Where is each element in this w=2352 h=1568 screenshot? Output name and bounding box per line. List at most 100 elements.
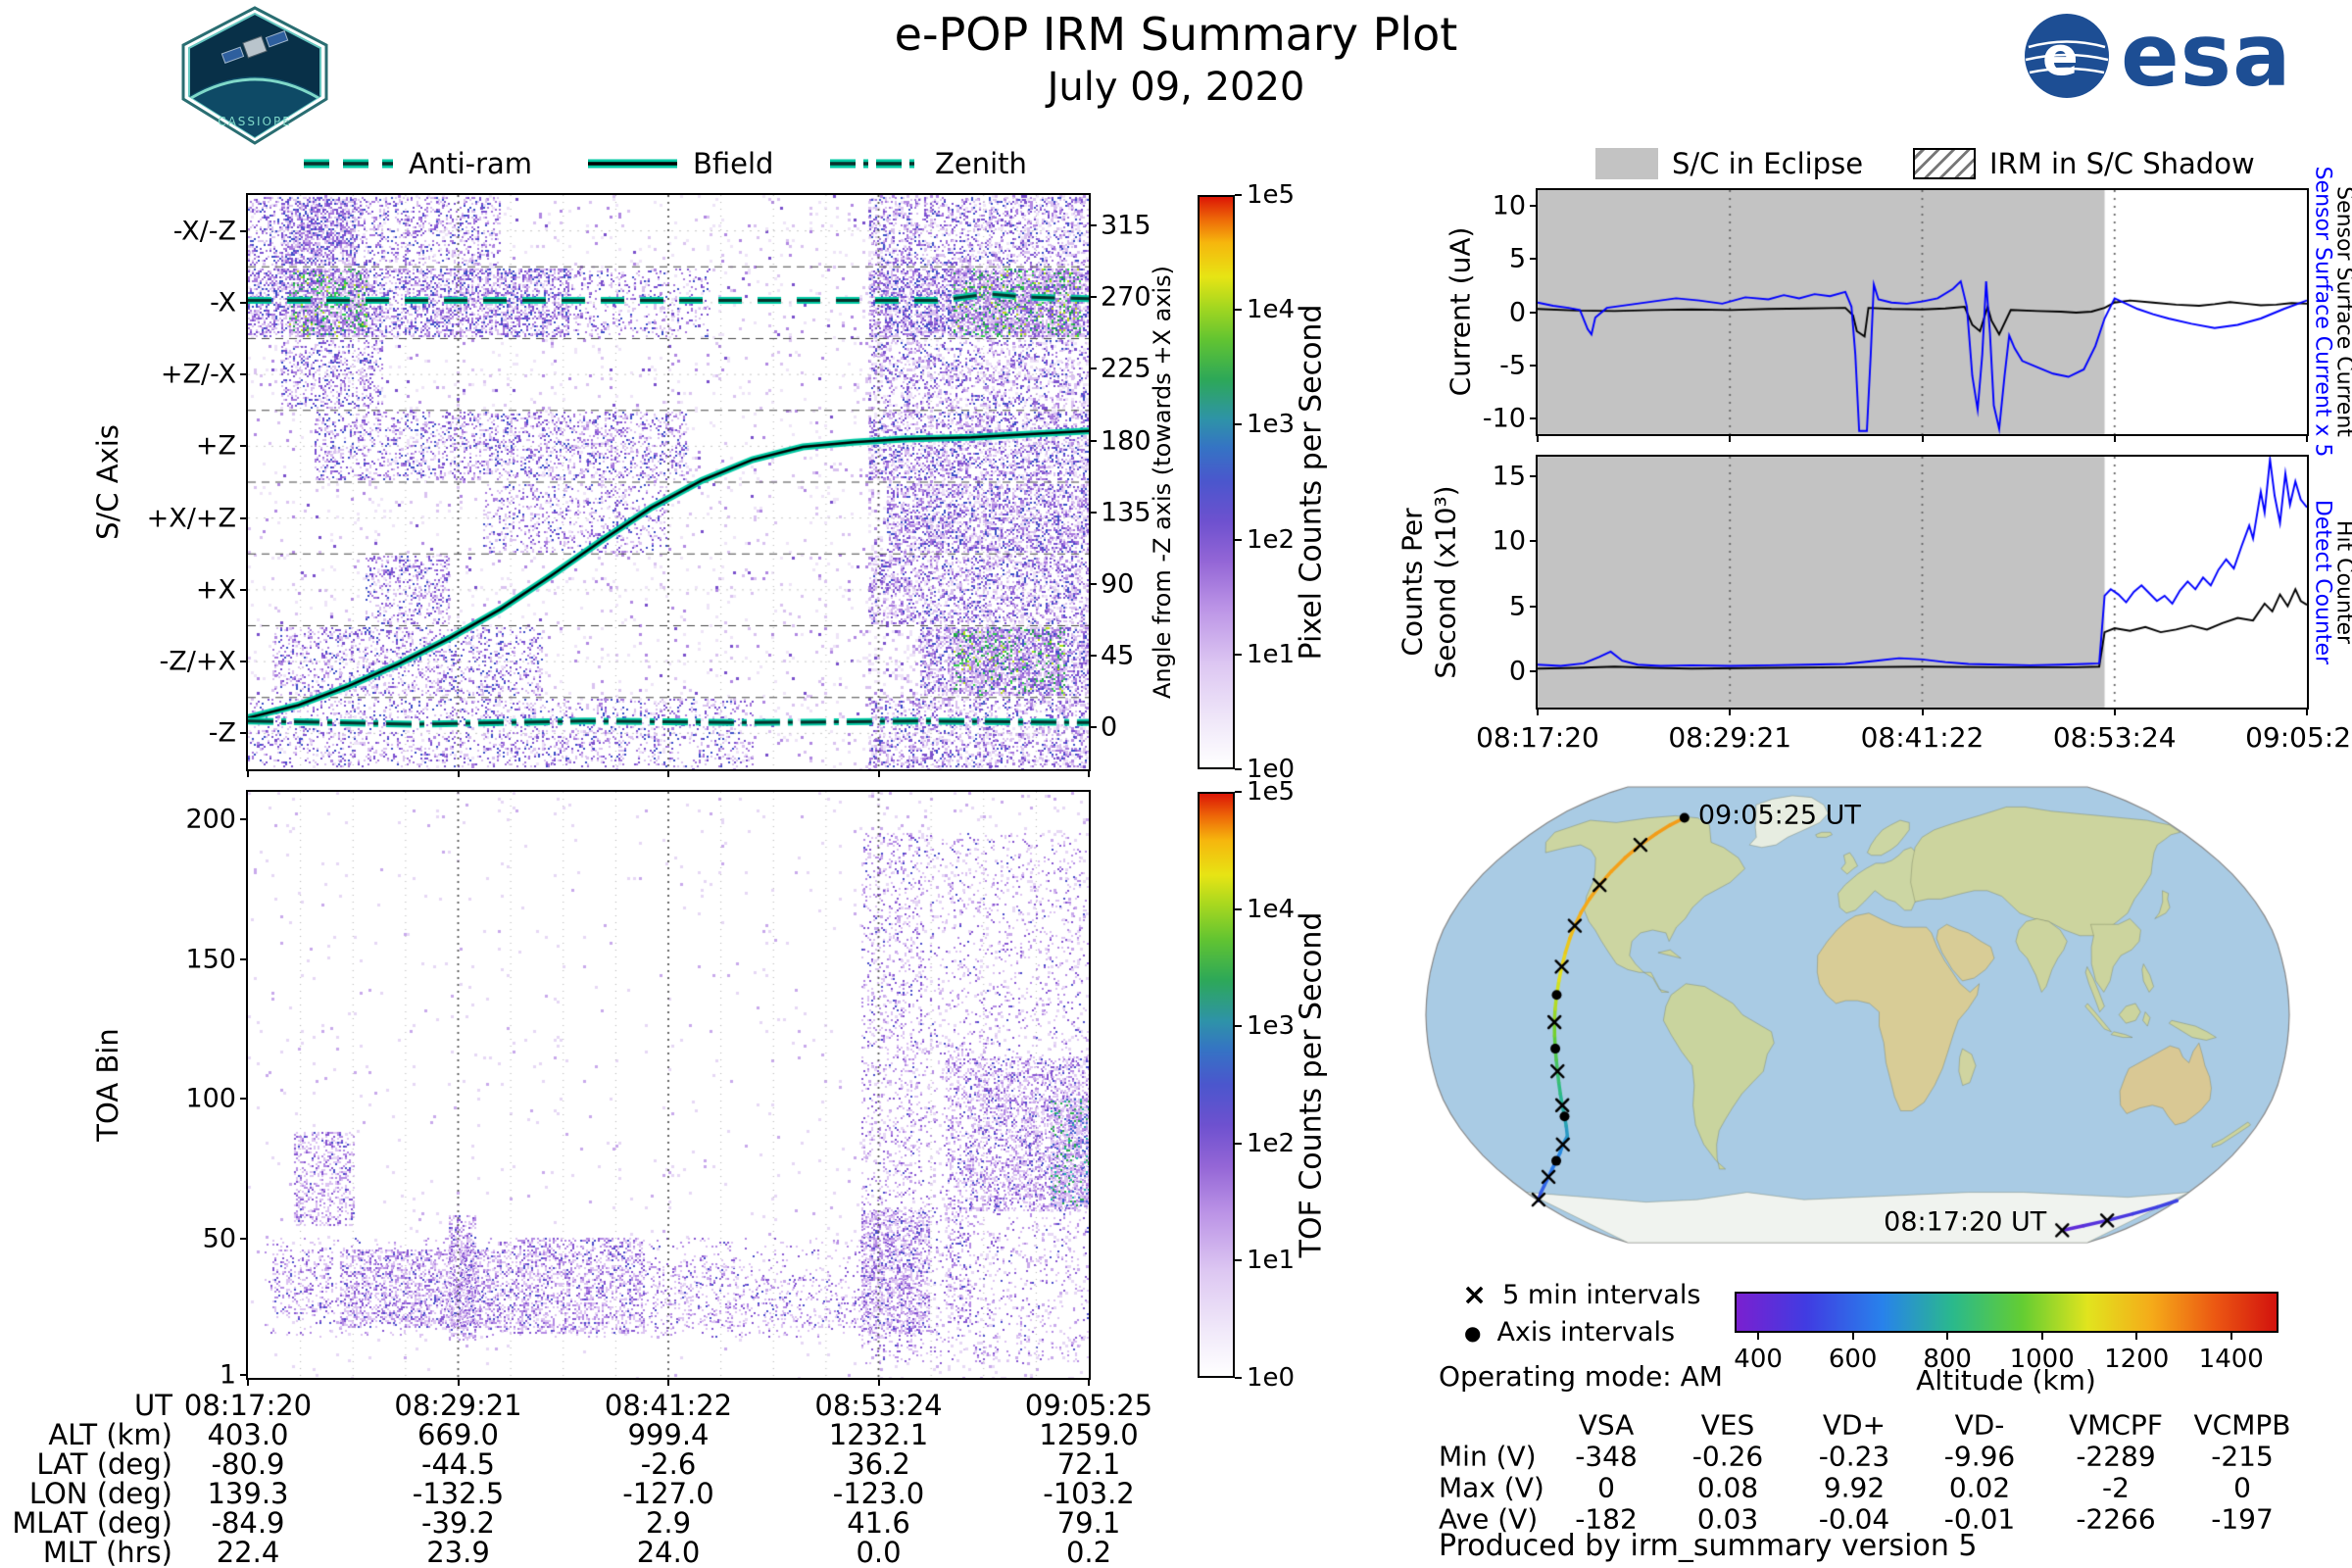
legend-zenith: Zenith — [828, 147, 1027, 180]
altitude-colorbar-label: Altitude (km) — [1916, 1364, 2096, 1396]
ephemeris-cell: 0.0 — [856, 1536, 902, 1568]
legend-zenith-label: Zenith — [935, 147, 1027, 180]
ephemeris-cell: -123.0 — [832, 1477, 925, 1510]
voltage-cell: 0 — [2233, 1471, 2251, 1504]
map-legend-5min-label: 5 min intervals — [1502, 1280, 1701, 1310]
toa-spectrogram-canvas — [248, 792, 1089, 1378]
voltage-column-header: VMCPF — [2069, 1408, 2163, 1442]
time-tick-label: 08:53:24 — [2052, 721, 2177, 754]
altitude-tick-label: 400 — [1734, 1345, 1783, 1374]
tick-mark — [1530, 605, 1538, 608]
tick-mark — [2113, 708, 2116, 715]
colorbar-tick-label: 1e1 — [1247, 1246, 1296, 1276]
sc-axis-category-label: +Z/-X — [160, 359, 236, 390]
tick-mark — [1235, 309, 1242, 312]
tick-mark — [1530, 311, 1538, 314]
toa-tick-label: 1 — [219, 1359, 236, 1391]
voltage-cell: -9.96 — [1943, 1440, 2016, 1473]
colorbar-tick-label: 1e3 — [1247, 1011, 1296, 1042]
tick-mark — [1235, 194, 1242, 196]
tick-mark — [2135, 1333, 2138, 1340]
tick-mark — [240, 957, 248, 960]
voltage-cell: 0 — [1597, 1471, 1615, 1504]
toa-tick-label: 200 — [185, 804, 236, 835]
satellite-icon — [220, 30, 289, 64]
tick-mark — [1235, 768, 1242, 770]
angle-tick-label: 90 — [1101, 568, 1135, 600]
map-start-time-label: 08:17:20 UT — [1884, 1206, 2047, 1238]
voltage-cell: -0.26 — [1691, 1440, 1764, 1473]
tick-mark — [1089, 224, 1097, 227]
ephemeris-cell: 08:29:21 — [394, 1389, 522, 1422]
ephemeris-cell: 2.9 — [645, 1506, 692, 1540]
counts-tick-label: 5 — [1508, 591, 1526, 622]
ephemeris-cell: -103.2 — [1043, 1477, 1135, 1510]
x-marker-icon: × — [1462, 1277, 1488, 1312]
tick-mark — [2040, 1333, 2043, 1340]
tick-mark — [240, 732, 248, 735]
legend-antiram: Anti-ram — [302, 147, 532, 180]
tick-mark — [240, 1098, 248, 1101]
tick-mark — [1530, 474, 1538, 477]
altitude-tick-label: 1400 — [2198, 1345, 2264, 1374]
tick-mark — [1089, 296, 1097, 299]
ephemeris-row-label: UT — [134, 1389, 172, 1422]
ephemeris-cell: 23.9 — [426, 1536, 490, 1568]
legend-bfield-label: Bfield — [693, 147, 774, 180]
operating-mode-label: Operating mode: AM — [1439, 1360, 1723, 1393]
tick-mark — [1537, 708, 1539, 715]
tick-mark — [1235, 423, 1242, 426]
tick-mark — [457, 769, 460, 777]
toa-tick-label: 50 — [202, 1223, 236, 1254]
tick-mark — [1921, 434, 1924, 442]
current-ylabel: Current (uA) — [1444, 226, 1477, 397]
legend-antiram-label: Anti-ram — [409, 147, 533, 180]
tick-mark — [1089, 511, 1097, 514]
counts-tick-label: 15 — [1492, 461, 1526, 492]
ephemeris-cell: 79.1 — [1056, 1506, 1121, 1540]
antiram-line-icon — [304, 159, 393, 169]
tick-mark — [1235, 1142, 1242, 1145]
sc-axis-category-label: +X/+Z — [146, 503, 236, 534]
ephemeris-cell: 41.6 — [847, 1506, 910, 1540]
legend-eclipse-label: S/C in Eclipse — [1672, 147, 1864, 180]
colorbar-tick-label: 1e4 — [1247, 295, 1296, 325]
tick-mark — [1729, 708, 1732, 715]
ephemeris-cell: 139.3 — [207, 1477, 289, 1510]
sc-axis-category-label: +X — [195, 574, 236, 606]
time-tick-label: 08:29:21 — [1668, 721, 1792, 754]
sc-axis-category-label: -X — [210, 287, 236, 318]
tick-mark — [1088, 1378, 1090, 1386]
voltage-row-label: Max (V) — [1439, 1471, 1544, 1504]
tick-mark — [1089, 582, 1097, 585]
voltage-cell: -0.01 — [1943, 1502, 2016, 1536]
ephemeris-cell: -39.2 — [420, 1506, 496, 1540]
counts-ylabel: Counts Per Second (x10³) — [1396, 485, 1461, 679]
tick-mark — [1089, 655, 1097, 658]
badge-mission-name: CASSIOPE — [218, 115, 292, 128]
ephemeris-cell: 999.4 — [627, 1418, 710, 1451]
legend-eclipse: S/C in Eclipse — [1595, 147, 1863, 180]
ephemeris-row-label: LON (deg) — [28, 1477, 172, 1510]
altitude-tick-label: 600 — [1828, 1345, 1878, 1374]
tick-mark — [240, 661, 248, 663]
page-date: July 09, 2020 — [1047, 65, 1305, 110]
tick-mark — [667, 1378, 669, 1386]
tick-mark — [1851, 1333, 1854, 1340]
angle-tick-label: 225 — [1101, 353, 1152, 384]
ephemeris-cell: 72.1 — [1056, 1447, 1121, 1481]
cassiope-mission-badge: CASSIOPE — [181, 6, 328, 145]
ephemeris-cell: -44.5 — [420, 1447, 496, 1481]
angle-tick-label: 315 — [1101, 210, 1152, 241]
voltage-cell: -0.23 — [1818, 1440, 1890, 1473]
colorbar-tick-label: 1e5 — [1247, 180, 1296, 210]
pixel-counts-colorbar — [1198, 195, 1235, 769]
tick-mark — [667, 769, 669, 777]
tick-mark — [240, 373, 248, 376]
tick-mark — [1235, 538, 1242, 541]
ephemeris-cell: 08:53:24 — [814, 1389, 943, 1422]
sc-axis-category-label: +Z — [195, 430, 236, 462]
voltage-cell: -182 — [1575, 1502, 1638, 1536]
tick-mark — [1089, 368, 1097, 370]
